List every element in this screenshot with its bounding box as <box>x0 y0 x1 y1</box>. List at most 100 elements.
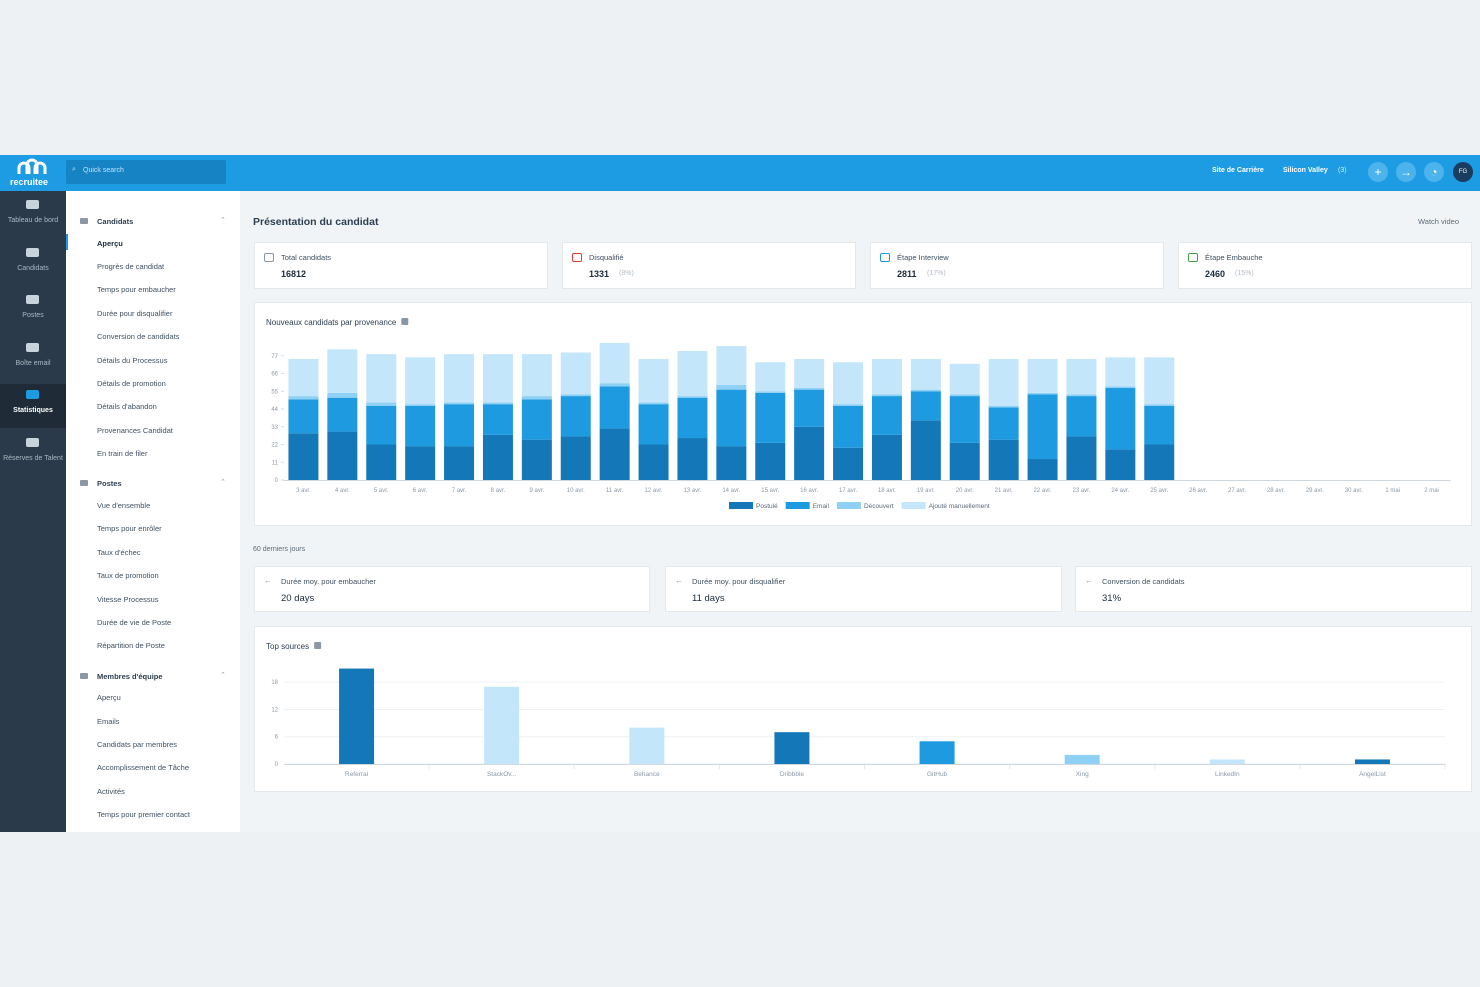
nav-item[interactable]: Détails du Processus <box>97 355 168 365</box>
watch-video[interactable]: Watch video <box>1418 217 1459 226</box>
legend-label: Email <box>813 503 830 510</box>
bar-segment <box>599 428 630 480</box>
nav-item[interactable]: Candidats par membres <box>97 739 178 749</box>
sidebar-item[interactable]: Tableau de bord <box>0 194 66 238</box>
bar-segment <box>1144 444 1175 480</box>
nav-item[interactable]: Accomplissement de Tâche <box>97 763 189 773</box>
x-tick-label: Xing <box>1076 771 1089 778</box>
nav-item[interactable]: Détails d'abandon <box>97 402 157 412</box>
sidebar-label: Statistiques <box>13 407 53 414</box>
x-tick-label: 11 avr. <box>606 488 624 494</box>
nav-item[interactable]: Temps pour premier contact <box>97 810 190 820</box>
sidebar-item[interactable]: Candidats <box>0 242 66 286</box>
bar-segment <box>482 402 513 405</box>
sidebar-label: Postes <box>22 312 44 319</box>
sidebar-label: Candidats <box>17 264 49 272</box>
bar-segment <box>366 354 397 403</box>
nav-group-icon <box>80 480 88 487</box>
nav-item[interactable]: Emails <box>97 716 120 726</box>
bar-segment <box>1027 394 1058 460</box>
y-tick-label: 66 <box>271 372 278 378</box>
y-tick-label: 0 <box>275 762 279 768</box>
bar-segment <box>366 405 397 445</box>
sidebar-item[interactable]: Réserves de Talent <box>0 432 66 476</box>
sidebar-item[interactable]: Boîte email <box>0 337 66 381</box>
chart-title: Top sources <box>266 642 309 651</box>
nav-group-title[interactable]: Candidats <box>97 217 134 226</box>
nav-item[interactable]: Répartition de Poste <box>97 641 165 651</box>
bar-segment <box>327 349 358 393</box>
nav-group-title[interactable]: Membres d'équipe <box>97 671 163 681</box>
avatar[interactable]: FG <box>1453 162 1473 182</box>
company-name[interactable]: Silicon Valley <box>1283 167 1328 174</box>
stat-icon <box>880 253 890 262</box>
nav-collapse: ⌃ <box>220 479 226 487</box>
bar-segment <box>521 354 552 397</box>
bar-segment <box>327 397 358 432</box>
nav-item[interactable]: Détails de promotion <box>97 378 166 388</box>
nav-group-title[interactable]: Postes <box>97 479 122 489</box>
bar-segment <box>482 434 513 480</box>
search-box[interactable]: Quick search ⌕ <box>66 160 226 184</box>
nav-item[interactable]: Temps pour enrôler <box>97 524 162 534</box>
nav-item[interactable]: Aperçu <box>97 238 123 248</box>
bar <box>629 727 665 764</box>
sidebar-icon <box>26 437 39 447</box>
y-tick-label: 44 <box>271 407 278 413</box>
bar-segment <box>1066 394 1097 397</box>
nav-item[interactable]: Vitesse Processus <box>97 594 159 604</box>
career-site-link[interactable]: Site de Carrière <box>1212 167 1264 174</box>
stats-nav: Candidats ⌃ Aperçu Progrès de candidat Temps… <box>66 191 240 832</box>
x-tick-label: Referral <box>345 771 369 778</box>
x-tick-label: GitHub <box>927 771 948 778</box>
x-tick-label: Dribbble <box>780 771 805 778</box>
sidebar-item[interactable]: Postes <box>0 289 66 333</box>
nav-group-icon <box>80 672 88 679</box>
app: recruitee Quick search ⌕ Site de Carrière Si… <box>0 155 1480 832</box>
nav-item[interactable]: Activités <box>97 786 125 796</box>
x-tick-label: 4 avr. <box>335 488 350 494</box>
nav-item[interactable]: Aperçu <box>97 693 121 703</box>
bar-segment <box>444 446 475 480</box>
x-tick-label: 17 avr. <box>839 488 857 494</box>
nav-item[interactable]: Temps pour embaucher <box>97 285 176 295</box>
x-tick-label: 21 avr. <box>995 488 1013 494</box>
bar <box>339 668 375 764</box>
nav-item[interactable]: Conversion de candidats <box>97 332 180 342</box>
metric-value: 20 days <box>281 593 315 604</box>
stat-card: Étape Interview 2811 (17%) <box>870 242 1164 289</box>
metric-value: 11 days <box>692 593 725 604</box>
metric-icon: ← <box>1085 576 1093 585</box>
bar-segment <box>910 420 941 480</box>
bar-segment <box>405 357 436 405</box>
top-button[interactable]: ◔ <box>1424 162 1444 182</box>
bar-segment <box>288 396 319 400</box>
y-tick-label: 18 <box>271 680 278 686</box>
bar-segment <box>988 407 1019 440</box>
nav-item[interactable]: Taux d'échec <box>97 547 141 557</box>
sidebar-icon <box>26 200 39 209</box>
nav-item[interactable]: Taux de promotion <box>97 571 159 581</box>
nav-item[interactable]: Vue d'ensemble <box>97 500 151 510</box>
bar-segment <box>794 426 825 480</box>
nav-item[interactable]: Provenances Candidat <box>97 425 173 435</box>
bar-segment <box>833 362 864 405</box>
nav-item[interactable]: En train de filer <box>97 449 148 459</box>
top-button[interactable]: + <box>1368 162 1388 182</box>
bar-segment <box>794 358 825 389</box>
nav-item[interactable]: Durée pour disqualifier <box>97 308 173 318</box>
bar-segment <box>755 392 786 443</box>
bar-segment <box>988 358 1019 406</box>
bar-segment <box>560 352 591 395</box>
nav-item[interactable]: Progrès de candidat <box>97 261 165 271</box>
sidebar-item[interactable]: Statistiques <box>0 384 66 428</box>
nav-item[interactable]: Durée de vie de Poste <box>97 617 172 627</box>
bar-segment <box>1066 358 1097 395</box>
bar-segment <box>405 446 436 480</box>
bar-segment <box>716 346 747 385</box>
stat-card: Disqualifié 1331 (8%) <box>562 242 856 289</box>
bar-segment <box>560 396 591 437</box>
top-button[interactable]: → <box>1396 162 1416 182</box>
sidebar-icon <box>26 390 39 399</box>
